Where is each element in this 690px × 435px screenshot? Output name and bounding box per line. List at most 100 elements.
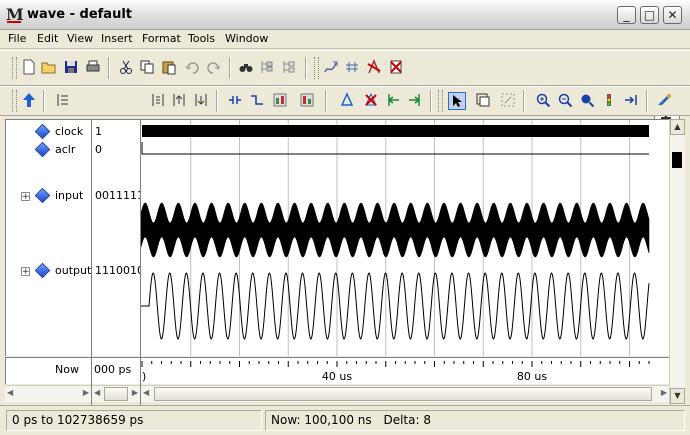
zoom-mode-icon[interactable] bbox=[474, 92, 492, 110]
toolbar-grip bbox=[12, 90, 17, 112]
status-now: Now: 100,100 ns Delta: 8 bbox=[265, 410, 685, 431]
print-icon[interactable] bbox=[84, 59, 102, 77]
ruler-ticks bbox=[141, 361, 650, 367]
find-previous-edge-icon[interactable] bbox=[226, 92, 244, 110]
close-button[interactable]: ✕ bbox=[663, 6, 682, 24]
scroll-right-icon[interactable]: ▶ bbox=[82, 388, 89, 397]
expand-icon[interactable]: + bbox=[21, 267, 30, 277]
scroll-left-icon[interactable]: ◀ bbox=[7, 388, 14, 397]
settings-icon[interactable] bbox=[656, 92, 674, 110]
menu-file[interactable]: File bbox=[8, 32, 27, 45]
values-hscrollbar[interactable]: ◀ ▶ bbox=[92, 385, 140, 402]
signal-name-clock[interactable]: clock bbox=[55, 125, 84, 138]
delete-cursor-icon[interactable] bbox=[362, 92, 380, 110]
save-icon[interactable] bbox=[62, 59, 80, 77]
time-ruler[interactable]: ) 40 us 80 us bbox=[141, 357, 669, 384]
new-file-icon[interactable] bbox=[20, 59, 38, 77]
scroll-up-button[interactable]: ▲ bbox=[670, 119, 685, 135]
toolbar-row-1 bbox=[0, 50, 690, 132]
now-value: 000 ps bbox=[94, 363, 132, 376]
toolbar-separator bbox=[646, 90, 648, 112]
now-label: Now bbox=[55, 363, 79, 376]
break-icon[interactable] bbox=[365, 59, 383, 77]
signal-values-pane[interactable]: 1 0 00111110 11100101 bbox=[92, 119, 140, 356]
names-hscrollbar[interactable]: ◀ ▶ bbox=[5, 385, 91, 402]
time-label-cell: Now bbox=[5, 357, 91, 384]
open-folder-icon[interactable] bbox=[40, 59, 58, 77]
expand-icon[interactable]: + bbox=[21, 192, 30, 202]
toolbar-separator bbox=[430, 90, 432, 112]
scroll-right-icon[interactable]: ▶ bbox=[660, 388, 667, 397]
align-down-icon[interactable] bbox=[192, 92, 210, 110]
pane-splitter[interactable] bbox=[91, 119, 92, 405]
vertical-scrollbar[interactable]: ▲ ▼ bbox=[669, 119, 685, 405]
status-bar: 0 ps to 102738659 ps Now: 100,100 ns Del… bbox=[0, 405, 690, 435]
select-mode-icon[interactable] bbox=[448, 92, 466, 110]
ruler-label: 40 us bbox=[322, 370, 352, 383]
scroll-down-button[interactable]: ▼ bbox=[670, 388, 685, 404]
signal-name-output[interactable]: output bbox=[55, 264, 92, 277]
zoom-out-icon[interactable] bbox=[556, 92, 574, 110]
menu-view[interactable]: View bbox=[67, 32, 94, 45]
pane-splitter[interactable] bbox=[140, 119, 141, 405]
menu-window[interactable]: Window bbox=[225, 32, 269, 45]
scroll-left-icon[interactable]: ◀ bbox=[94, 388, 101, 397]
waveform-compare-icon[interactable] bbox=[271, 92, 289, 110]
time-value-cell: 000 ps bbox=[92, 357, 140, 384]
restart-icon[interactable] bbox=[343, 59, 361, 77]
ruler-label: 80 us bbox=[517, 370, 547, 383]
waveform-hscrollbar[interactable]: ◀ ▶ bbox=[141, 385, 669, 402]
undo-icon[interactable] bbox=[184, 59, 202, 77]
cut-icon[interactable] bbox=[117, 59, 135, 77]
waveform-list-icon[interactable] bbox=[298, 92, 316, 110]
menu-tools[interactable]: Tools bbox=[188, 32, 216, 45]
align-up-icon[interactable] bbox=[170, 92, 188, 110]
tree-expand-icon[interactable] bbox=[280, 59, 298, 77]
find-icon[interactable] bbox=[237, 59, 255, 77]
find-next-edge-icon[interactable] bbox=[248, 92, 266, 110]
vertical-scroll-thumb[interactable] bbox=[672, 152, 682, 168]
zoom-in-icon[interactable] bbox=[534, 92, 552, 110]
add-cursor-icon[interactable] bbox=[338, 92, 356, 110]
previous-cursor-icon[interactable] bbox=[384, 92, 402, 110]
stop-icon[interactable] bbox=[387, 59, 405, 77]
signal-name-input[interactable]: input bbox=[55, 189, 84, 202]
toolbar-row-2: 100 ps ▲▼ bbox=[0, 86, 690, 194]
signal-icon bbox=[34, 187, 51, 204]
next-cursor-icon[interactable] bbox=[406, 92, 424, 110]
waveform-output bbox=[141, 272, 650, 340]
waveform-clock bbox=[142, 125, 649, 137]
menu-insert[interactable]: Insert bbox=[101, 32, 133, 45]
zoom-cursor-icon[interactable] bbox=[600, 92, 618, 110]
signal-name-aclr[interactable]: aclr bbox=[55, 143, 76, 156]
signal-names-pane[interactable]: clock aclr + input + output bbox=[5, 119, 91, 356]
copy-icon[interactable] bbox=[138, 59, 156, 77]
title-bar: M wave - default _ □ ✕ bbox=[0, 0, 690, 30]
edit-mode-icon[interactable] bbox=[499, 92, 517, 110]
maximize-button[interactable]: □ bbox=[640, 6, 659, 24]
zoom-range-icon[interactable] bbox=[622, 92, 640, 110]
tree-collapse-icon[interactable] bbox=[258, 59, 276, 77]
waveform-pane[interactable] bbox=[141, 119, 669, 356]
zoom-step-icon[interactable] bbox=[54, 92, 72, 110]
scroll-left-icon[interactable]: ◀ bbox=[143, 388, 150, 397]
paste-icon[interactable] bbox=[160, 59, 178, 77]
toolbar-separator bbox=[216, 90, 218, 112]
signal-value-output: 11100101 bbox=[95, 264, 140, 277]
menu-format[interactable]: Format bbox=[142, 32, 181, 45]
scroll-right-icon[interactable]: ▶ bbox=[131, 388, 138, 397]
toolbar-separator bbox=[305, 57, 307, 79]
menu-edit[interactable]: Edit bbox=[37, 32, 59, 45]
toolbar-separator bbox=[523, 90, 525, 112]
insert-divider-icon[interactable] bbox=[149, 92, 167, 110]
signal-value-aclr: 0 bbox=[95, 143, 102, 156]
up-arrow-icon[interactable] bbox=[20, 92, 38, 110]
step-icon[interactable] bbox=[322, 59, 340, 77]
waveform-input bbox=[141, 202, 650, 258]
zoom-full-icon[interactable] bbox=[578, 92, 596, 110]
redo-icon[interactable] bbox=[204, 59, 222, 77]
waveform-hscroll-thumb[interactable] bbox=[154, 387, 652, 401]
minimize-button[interactable]: _ bbox=[617, 6, 636, 24]
values-hscroll-thumb[interactable] bbox=[104, 387, 128, 401]
toolbar-separator bbox=[325, 90, 327, 112]
